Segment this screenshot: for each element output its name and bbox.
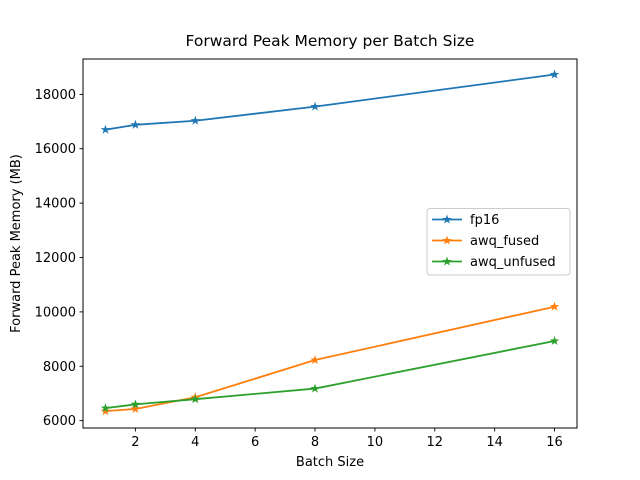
x-tick-label: 8	[311, 435, 319, 450]
data-point-marker-awq_unfused	[190, 394, 201, 404]
data-point-marker-fp16	[549, 69, 560, 79]
y-tick-label: 14000	[35, 197, 76, 212]
x-tick-label: 16	[546, 435, 563, 450]
legend-label-awq_fused: awq_fused	[470, 234, 539, 249]
y-tick-label: 16000	[35, 142, 76, 157]
y-tick-label: 18000	[35, 88, 76, 103]
series-line-awq_fused	[105, 305, 555, 413]
plot-frame	[82, 58, 578, 429]
x-tick-label: 12	[427, 435, 444, 450]
series-line-fp16	[105, 73, 555, 131]
data-point-marker-awq_fused	[310, 355, 320, 365]
x-axis-label: Batch Size	[296, 455, 364, 470]
x-tick-label: 10	[367, 435, 384, 450]
data-point-marker-awq_unfused	[130, 399, 141, 409]
data-point-marker-awq_fused	[549, 301, 560, 311]
y-tick-label: 6000	[43, 414, 76, 429]
legend-label-awq_unfused: awq_unfused	[470, 255, 556, 270]
data-point-marker-fp16	[310, 101, 320, 111]
legend-marker-awq_fused	[442, 235, 452, 245]
series-line-awq_unfused	[105, 340, 555, 410]
data-point-marker-awq_unfused	[310, 383, 320, 393]
data-point-marker-awq_fused	[100, 406, 111, 416]
data-point-marker-fp16	[130, 119, 141, 129]
y-axis-label: Forward Peak Memory (MB)	[9, 154, 24, 333]
data-point-marker-fp16	[190, 115, 201, 125]
x-tick-label: 4	[191, 435, 199, 450]
data-point-marker-awq_fused	[130, 403, 141, 414]
legend-marker-fp16	[442, 214, 452, 224]
y-tick-label: 12000	[35, 251, 76, 266]
y-tick-label: 8000	[43, 360, 76, 375]
x-tick-label: 2	[131, 435, 139, 450]
legend-label-fp16: fp16	[470, 213, 499, 228]
data-point-marker-awq_unfused	[100, 403, 111, 413]
x-tick-label: 6	[251, 435, 259, 450]
data-point-marker-fp16	[100, 124, 111, 134]
legend-marker-awq_unfused	[442, 256, 452, 266]
legend-box	[426, 208, 571, 276]
x-tick-label: 14	[486, 435, 503, 450]
data-point-marker-awq_unfused	[549, 335, 560, 346]
y-tick-label: 10000	[35, 305, 76, 320]
chart-title: Forward Peak Memory per Batch Size	[186, 32, 475, 50]
